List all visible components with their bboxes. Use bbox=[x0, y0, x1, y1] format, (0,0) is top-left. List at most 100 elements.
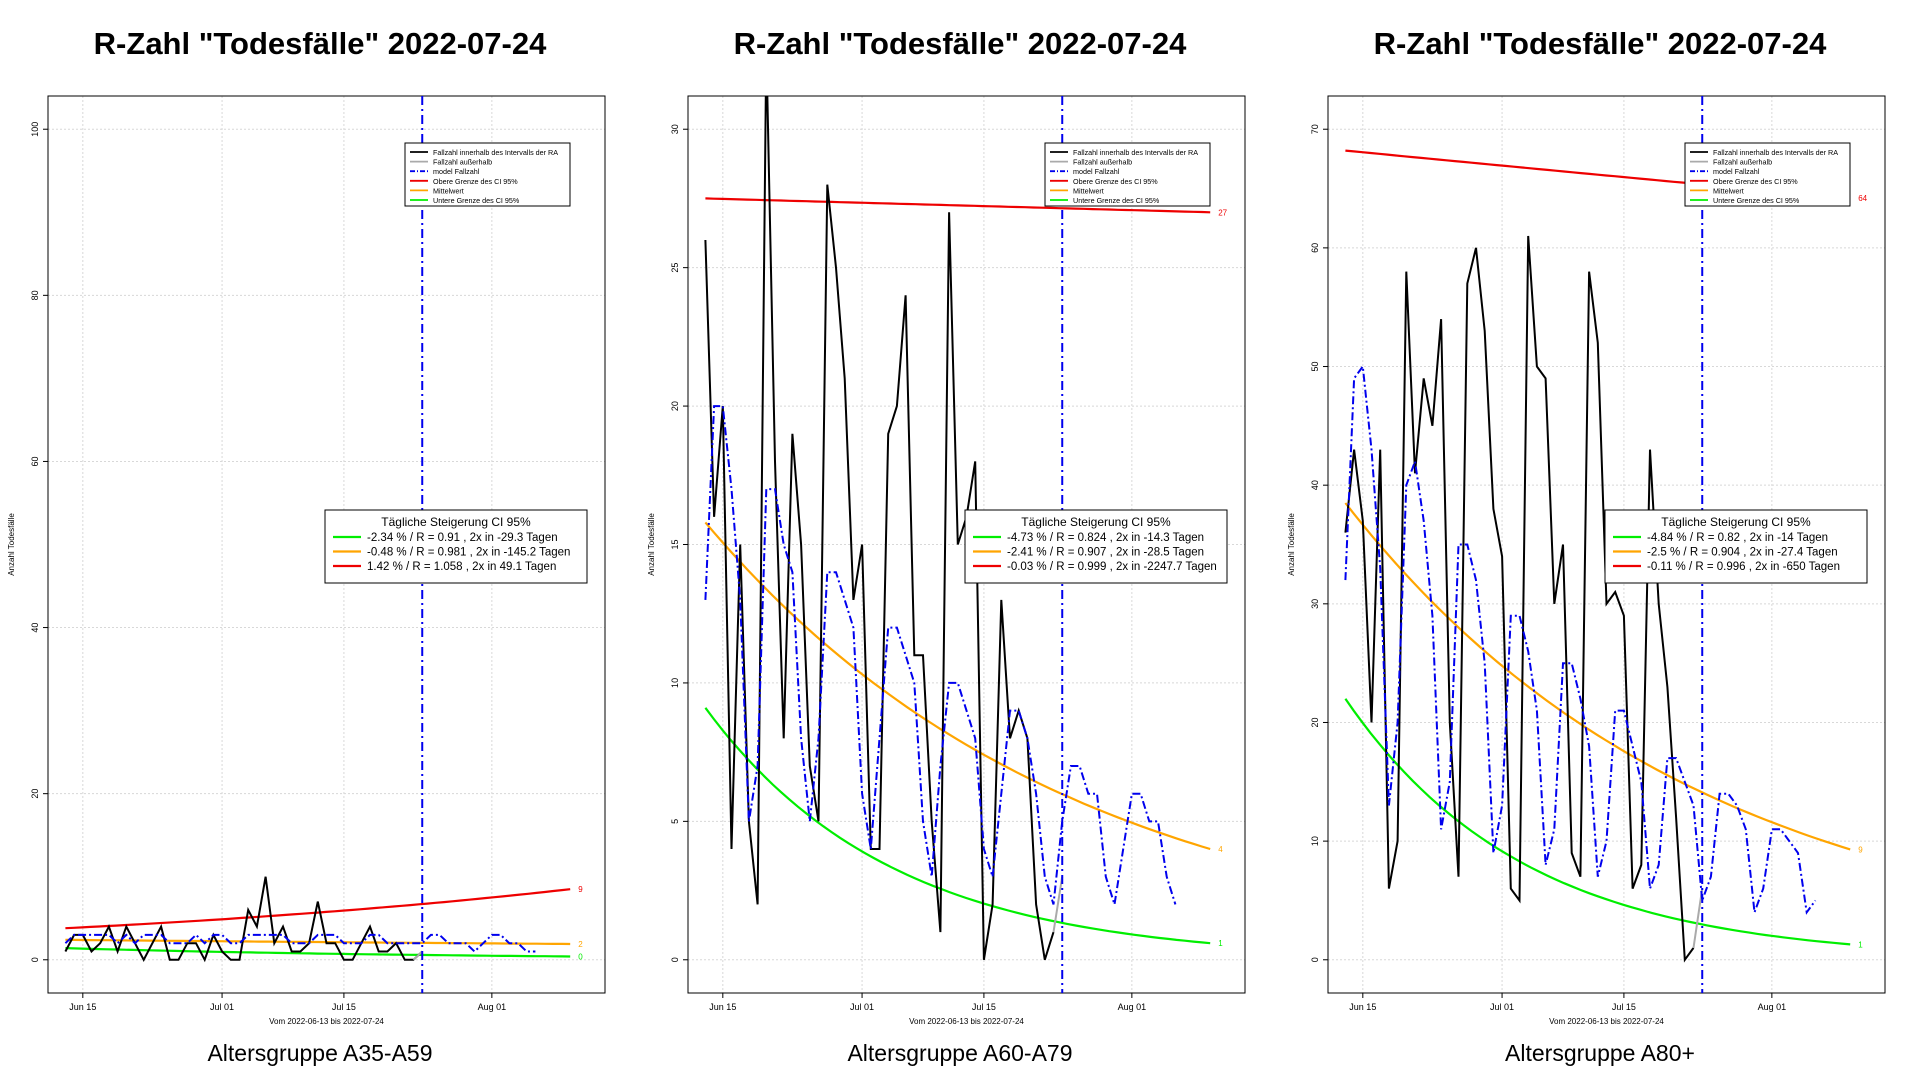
x-tick-label: Jun 15 bbox=[69, 1002, 96, 1012]
growth-box-title: Tägliche Steigerung CI 95% bbox=[1661, 515, 1811, 529]
legend-label: Untere Grenze des CI 95% bbox=[433, 196, 520, 205]
x-tick-label: Jun 15 bbox=[709, 1002, 736, 1012]
chart-subtitle: Altersgruppe A60-A79 bbox=[847, 1040, 1073, 1066]
observed-line bbox=[64, 876, 423, 963]
y-tick-label: 70 bbox=[1310, 124, 1320, 134]
chart-subtitle: Altersgruppe A80+ bbox=[1505, 1040, 1695, 1066]
plot-frame bbox=[47, 95, 606, 994]
mean-end-label: 4 bbox=[1218, 845, 1223, 854]
legend-label: Fallzahl innerhalb des Intervalls der RA bbox=[1073, 148, 1198, 157]
legend-label: Fallzahl innerhalb des Intervalls der RA bbox=[1713, 148, 1838, 157]
chart-panel-a60-a79: R-Zahl "Todesfälle" 2022-07-24 0 5 10 15 20 2… bbox=[640, 0, 1280, 1080]
y-tick-label: 10 bbox=[670, 678, 680, 688]
legend-label: Untere Grenze des CI 95% bbox=[1713, 196, 1800, 205]
upper-ci-line bbox=[705, 197, 1211, 214]
mean-end-label: 9 bbox=[1858, 845, 1863, 854]
y-tick-label: 40 bbox=[30, 623, 40, 633]
legend-label: Obere Grenze des CI 95% bbox=[1073, 177, 1158, 186]
upper-ci-end-label: 9 bbox=[578, 885, 583, 894]
y-tick-label: 25 bbox=[670, 263, 680, 273]
y-tick-label: 0 bbox=[30, 957, 40, 962]
legend-box bbox=[1044, 142, 1211, 207]
y-tick-label: 20 bbox=[30, 789, 40, 799]
x-tick-label: Jul 15 bbox=[1612, 1002, 1636, 1012]
upper-ci-line bbox=[65, 888, 571, 930]
upper-ci-end-label: 64 bbox=[1858, 194, 1867, 203]
lower-ci-line bbox=[1344, 698, 1851, 946]
plot-series bbox=[64, 876, 571, 963]
legend-box bbox=[1684, 142, 1851, 207]
legend-label: Fallzahl innerhalb des Intervalls der RA bbox=[433, 148, 558, 157]
x-tick-label: Aug 01 bbox=[1118, 1002, 1147, 1012]
legend-label: model Fallzahl bbox=[1713, 167, 1760, 176]
legend-label: Obere Grenze des CI 95% bbox=[1713, 177, 1798, 186]
legend-label: Fallzahl außerhalb bbox=[1713, 158, 1772, 167]
x-axis-label: Vom 2022-06-13 bis 2022-07-24 bbox=[269, 1017, 384, 1026]
y-axis-label: Anzahl Todesfälle bbox=[1287, 513, 1296, 576]
x-tick-label: Jun 15 bbox=[1349, 1002, 1376, 1012]
y-tick-label: 50 bbox=[1310, 362, 1320, 372]
mean-line bbox=[1344, 502, 1851, 851]
y-tick-label: 20 bbox=[1310, 717, 1320, 727]
y-tick-label: 0 bbox=[1310, 957, 1320, 962]
growth-row-text: -4.84 % / R = 0.82 , 2x in -14 Tagen bbox=[1647, 532, 1828, 544]
legend-label: Mittelwert bbox=[1713, 186, 1744, 195]
y-tick-label: 80 bbox=[30, 290, 40, 300]
growth-row-text: 1.42 % / R = 1.058 , 2x in 49.1 Tagen bbox=[367, 561, 556, 573]
outside-line bbox=[1052, 876, 1064, 933]
y-tick-label: 15 bbox=[670, 539, 680, 549]
y-tick-label: 30 bbox=[1310, 599, 1320, 609]
legend-box bbox=[404, 142, 571, 207]
model-line bbox=[1344, 363, 1817, 915]
upper-ci-end-label: 27 bbox=[1218, 208, 1227, 217]
legend: Fallzahl innerhalb des Intervalls der RA… bbox=[1044, 142, 1211, 207]
y-tick-label: 5 bbox=[670, 819, 680, 824]
x-tick-label: Jul 15 bbox=[972, 1002, 996, 1012]
y-tick-label: 20 bbox=[670, 401, 680, 411]
y-axis-label: Anzahl Todesfälle bbox=[647, 513, 656, 576]
x-tick-label: Jul 01 bbox=[210, 1002, 234, 1012]
growth-rate-box: Tägliche Steigerung CI 95% -4.73 % / R = … bbox=[964, 509, 1228, 584]
legend: Fallzahl innerhalb des Intervalls der RA… bbox=[1684, 142, 1851, 207]
y-tick-label: 10 bbox=[1310, 836, 1320, 846]
x-tick-label: Aug 01 bbox=[1758, 1002, 1787, 1012]
legend-label: Untere Grenze des CI 95% bbox=[1073, 196, 1160, 205]
lower-ci-line bbox=[704, 707, 1211, 945]
legend-label: Fallzahl außerhalb bbox=[433, 158, 492, 167]
plot-area: 0 10 20 30 40 50 60 70 Jun 15 Jul 01 Jul 15 Aug 01 V… bbox=[1287, 95, 1886, 1026]
chart-panel-a35-a59: R-Zahl "Todesfälle" 2022-07-24 0 20 40 60 80… bbox=[0, 0, 640, 1080]
legend-label: Obere Grenze des CI 95% bbox=[433, 177, 518, 186]
growth-box-title: Tägliche Steigerung CI 95% bbox=[381, 515, 531, 529]
x-tick-label: Jul 01 bbox=[1490, 1002, 1514, 1012]
y-tick-label: 100 bbox=[30, 122, 40, 137]
growth-box-title: Tägliche Steigerung CI 95% bbox=[1021, 515, 1171, 529]
growth-box-frame bbox=[324, 509, 588, 584]
chart-title: R-Zahl "Todesfälle" 2022-07-24 bbox=[733, 26, 1187, 61]
growth-row-text: -0.48 % / R = 0.981 , 2x in -145.2 Tagen bbox=[367, 547, 570, 559]
outside-line bbox=[412, 950, 423, 961]
growth-rate-box: Tägliche Steigerung CI 95% -4.84 % / R = … bbox=[1604, 509, 1868, 584]
growth-row-text: -0.11 % / R = 0.996 , 2x in -650 Tagen bbox=[1647, 561, 1840, 573]
y-tick-label: 40 bbox=[1310, 480, 1320, 490]
growth-rate-box: Tägliche Steigerung CI 95% -2.34 % / R = … bbox=[324, 509, 588, 584]
x-axis-label: Vom 2022-06-13 bis 2022-07-24 bbox=[909, 1017, 1024, 1026]
legend-label: Mittelwert bbox=[1073, 186, 1104, 195]
mean-end-label: 2 bbox=[578, 940, 583, 949]
growth-row-text: -2.34 % / R = 0.91 , 2x in -29.3 Tagen bbox=[367, 532, 558, 544]
x-tick-label: Jul 01 bbox=[850, 1002, 874, 1012]
y-tick-label: 0 bbox=[670, 957, 680, 962]
x-tick-label: Jul 15 bbox=[332, 1002, 356, 1012]
growth-row-text: -4.73 % / R = 0.824 , 2x in -14.3 Tagen bbox=[1007, 532, 1204, 544]
plot-series bbox=[1344, 149, 1851, 963]
mean-line bbox=[65, 938, 571, 946]
chart-panel-a80-plus: R-Zahl "Todesfälle" 2022-07-24 0 10 20 30 40… bbox=[1280, 0, 1920, 1080]
plot-frame bbox=[1327, 95, 1886, 994]
observed-line bbox=[1344, 235, 1695, 963]
observed-line bbox=[704, 96, 1055, 961]
legend-label: model Fallzahl bbox=[1073, 167, 1120, 176]
lower-ci-end-label: 0 bbox=[578, 952, 583, 961]
legend: Fallzahl innerhalb des Intervalls der RA… bbox=[404, 142, 571, 207]
lower-ci-end-label: 1 bbox=[1218, 939, 1223, 948]
y-tick-label: 60 bbox=[30, 456, 40, 466]
